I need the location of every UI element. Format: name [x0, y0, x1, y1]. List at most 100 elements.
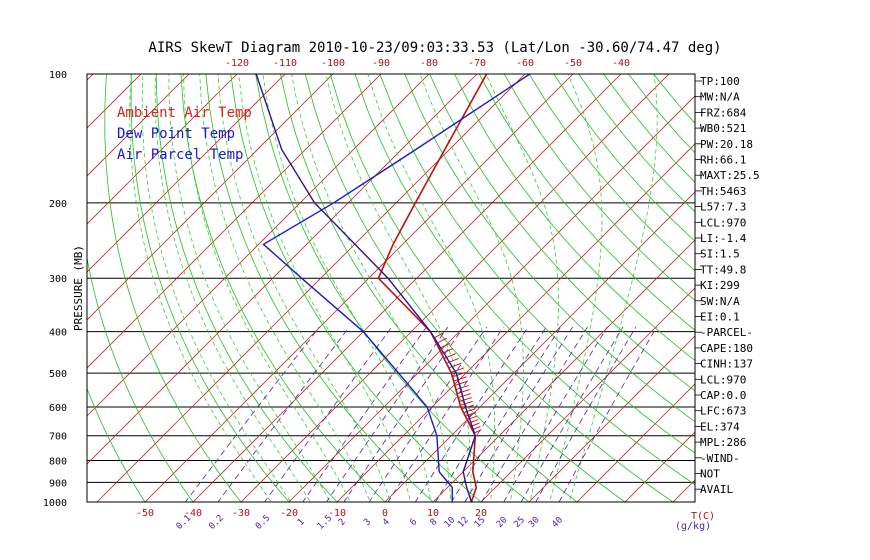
cape-hatch-line — [448, 362, 462, 369]
bottom-temp-tick-label: -40 — [184, 508, 202, 519]
cape-hatch-line — [457, 393, 471, 398]
cape-hatch-line — [452, 371, 466, 378]
moist-adiabat-line — [291, 74, 452, 502]
stats-item: AVAIL — [700, 483, 733, 496]
cape-hatch-line — [446, 358, 459, 364]
mixing-ratio-line — [414, 326, 529, 502]
moist-adiabat-line — [367, 74, 496, 502]
mixing-ratio-line — [264, 326, 393, 502]
stats-item: RH:66.1 — [700, 154, 746, 167]
pressure-tick-label: 500 — [49, 369, 67, 380]
isotherm-line — [528, 335, 695, 502]
pressure-tick-label: 700 — [49, 432, 67, 443]
mixing-ratio-tick-label: 12 — [456, 515, 471, 530]
stats-item: EL:374 — [700, 420, 740, 433]
isotherm-line — [192, 74, 622, 502]
dry-adiabat-line — [354, 74, 695, 486]
stats-item: FRZ:684 — [700, 106, 747, 119]
cape-hatch-line — [466, 415, 478, 421]
y-axis-label: PRESSURE (MB) — [72, 245, 85, 331]
mixing-ratio-line — [184, 326, 320, 502]
moist-adiabat-line — [141, 74, 292, 502]
dry-adiabat-line — [130, 74, 290, 502]
dry-adiabat-line — [329, 74, 674, 502]
cape-hatch-line — [461, 404, 474, 410]
isotherm-line — [384, 191, 695, 502]
stats-item: MAXT:25.5 — [700, 169, 760, 182]
isotherm-line — [87, 74, 334, 321]
moist-adiabat-line — [485, 74, 559, 502]
mixing-ratio-line — [481, 326, 588, 502]
isotherm-line — [576, 383, 695, 502]
mixing-ratio-line — [451, 326, 561, 502]
mixing-ratio-line — [535, 326, 637, 502]
stats-item: CINH:137 — [700, 358, 753, 371]
moist-adiabat-line — [199, 74, 371, 502]
bottom-temp-tick-label: -20 — [280, 508, 298, 519]
dry-adiabat-line — [379, 74, 695, 454]
dry-adiabat-line — [478, 74, 695, 331]
mixing-ratio-line — [503, 326, 608, 502]
top-temp-tick-label: -60 — [516, 58, 534, 69]
moist-adiabat-line — [154, 74, 311, 502]
top-temp-tick-label: -40 — [612, 58, 630, 69]
dry-adiabat-line — [205, 74, 434, 502]
top-temp-tick-label: -90 — [372, 58, 390, 69]
stats-item: MPL:286 — [700, 436, 746, 449]
isotherm-line — [87, 74, 286, 273]
cape-hatch-line — [463, 408, 476, 413]
cape-hatch-line — [433, 332, 445, 339]
stats-item: LCL:970 — [700, 216, 746, 229]
mixing-ratio-tick-label: 8 — [429, 517, 440, 528]
cape-hatch-line — [455, 384, 469, 390]
legend-ambient-air-temp: Ambient Air Temp — [117, 105, 252, 121]
pressure-tick-label: 200 — [49, 199, 67, 210]
isotherm-line — [87, 74, 430, 417]
moist-adiabat-line — [419, 74, 524, 502]
dry-adiabat-line — [255, 74, 530, 502]
dry-adiabat-line — [304, 74, 626, 502]
isotherm-line — [0, 74, 45, 513]
ambient-air-temp-line — [377, 74, 488, 502]
mixing-ratio-tick-label: 6 — [408, 517, 419, 528]
cape-hatch-line — [456, 389, 470, 394]
stats-item: L57:7.3 — [700, 201, 746, 214]
stats-item: TH:5463 — [700, 185, 746, 198]
bottom-temp-tick-label: -10 — [328, 508, 346, 519]
pressure-tick-label: 400 — [49, 328, 67, 339]
dry-adiabat-line — [528, 74, 695, 272]
stats-item: -PARCEL- — [700, 326, 753, 339]
moist-adiabat-line — [217, 74, 391, 502]
top-temp-tick-label: -100 — [321, 58, 345, 69]
mixing-ratio-tick-label: 20 — [495, 515, 510, 530]
bottom-temp-tick-label: 0 — [382, 508, 388, 519]
isotherm-line — [240, 74, 670, 502]
moist-adiabat-line — [549, 74, 603, 502]
mixing-ratio-tick-label: 40 — [550, 515, 565, 530]
chart-title: AIRS SkewT Diagram 2010-10-23/09:03:33.5… — [148, 40, 721, 56]
cape-hatch-line — [473, 429, 482, 434]
stats-item: LCL:970 — [700, 373, 746, 386]
cape-hatch-line — [454, 380, 468, 386]
legend-dew-point-temp: Dew Point Temp — [117, 126, 235, 142]
dry-adiabat-line — [404, 74, 695, 423]
mixing-ratio-line — [558, 326, 658, 502]
isotherm-line — [480, 287, 695, 502]
stats-item: LFC:673 — [700, 405, 746, 418]
stats-item: LI:-1.4 — [700, 232, 747, 245]
stats-item: SI:1.5 — [700, 248, 740, 261]
cape-hatch-line — [460, 400, 473, 406]
dry-adiabat-line — [87, 387, 146, 502]
mixing-ratio-tick-label: 25 — [512, 515, 527, 530]
top-temp-tick-label: -70 — [468, 58, 486, 69]
stats-item: -WIND- — [700, 452, 740, 465]
bottom-temp-tick-label: -30 — [232, 508, 250, 519]
moist-adiabat-line — [129, 74, 272, 502]
moist-adiabat-line — [168, 74, 331, 502]
cape-hatch-line — [459, 397, 472, 402]
stats-item: TT:49.8 — [700, 263, 746, 276]
moist-adiabat-line — [183, 74, 351, 502]
plot-frame — [86, 73, 696, 503]
dry-adiabat-line — [429, 74, 695, 392]
